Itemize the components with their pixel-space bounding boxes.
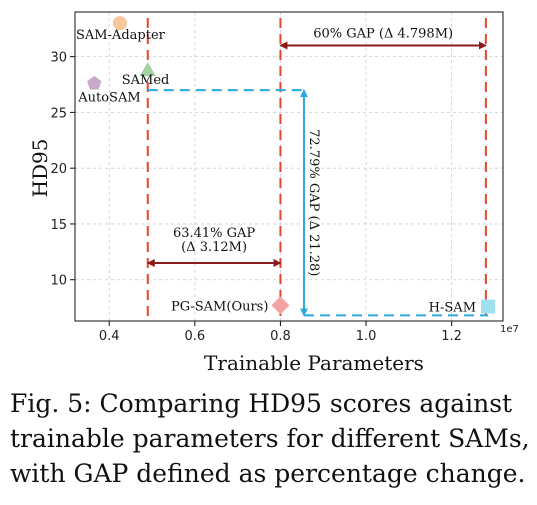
samed-marker [139, 62, 156, 77]
x-tick-label: 1.0 [356, 329, 377, 344]
y-tick-label: 25 [50, 106, 67, 121]
y-tick-label: 15 [50, 218, 67, 233]
y-axis-label: HD95 [28, 139, 52, 198]
gap-label-bottom: (Δ 3.12M) [181, 240, 247, 255]
sam-adapter-marker [112, 16, 127, 31]
point-label: SAM-Adapter [76, 28, 166, 43]
gap-label-bottom: 63.41% GAP [173, 226, 255, 241]
axis-ticks: 0.4 0.6 0.8 1.0 1.2 10 15 20 25 30 [50, 51, 462, 344]
x-axis-label: Trainable Parameters [204, 351, 424, 375]
point-label: PG-SAM(Ours) [171, 299, 268, 314]
plot-frame [74, 11, 504, 322]
gap-label-top: 60% GAP (Δ 4.798M) [313, 26, 453, 41]
x-exponent-label: 1e7 [500, 324, 519, 335]
y-tick-label: 20 [50, 162, 67, 177]
caption-line: Fig. 5: Comparing HD95 scores against [10, 389, 513, 418]
gap-label-vertical: 72.79% GAP (Δ 21.28) [306, 129, 321, 276]
point-label: AutoSAM [77, 90, 140, 105]
x-tick-label: 0.4 [99, 329, 120, 344]
scatter-chart: 0.4 0.6 0.8 1.0 1.2 10 15 20 25 30 60% GAP (Δ 4.7… [28, 11, 519, 375]
caption-line: trainable parameters for different SAMs, [10, 424, 530, 453]
grid [75, 12, 503, 321]
x-tick-label: 0.6 [184, 329, 205, 344]
y-tick-label: 30 [50, 51, 67, 66]
caption-line: with GAP defined as percentage change. [10, 459, 526, 488]
figure-caption: Fig. 5: Comparing HD95 scores against tr… [10, 386, 535, 491]
x-tick-label: 1.2 [441, 329, 462, 344]
point-label: H-SAM [429, 300, 476, 315]
point-label: SAMed [122, 73, 170, 88]
data-points [87, 16, 496, 315]
autosam-marker [87, 75, 102, 90]
pg-sam-ours-marker [271, 296, 290, 315]
text-labels: 60% GAP (Δ 4.798M) 63.41% GAP(Δ 3.12M) 72.… [76, 26, 476, 315]
y-tick-label: 10 [50, 274, 67, 289]
h-sam-marker [481, 299, 496, 314]
x-tick-label: 0.8 [270, 329, 291, 344]
